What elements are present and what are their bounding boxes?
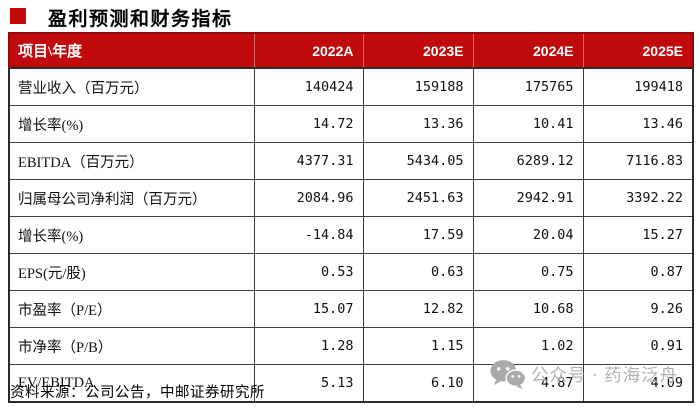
table-row: 市盈率（P/E） 15.07 12.82 10.68 9.26 [8, 290, 694, 328]
cell-value: 2084.96 [253, 179, 364, 217]
cell-value: 0.63 [362, 253, 474, 291]
cell-value: 1.28 [253, 327, 364, 365]
financial-indicators-table: 项目\年度 2022A 2023E 2024E 2025E 营业收入（百万元） 14042… [8, 32, 694, 403]
section-bullet-icon [10, 8, 26, 24]
cell-value: -14.84 [253, 216, 364, 254]
cell-value: 1.15 [362, 327, 474, 365]
cell-value: 13.46 [582, 105, 694, 143]
cell-value: 4377.31 [253, 142, 364, 180]
cell-value: 12.82 [362, 290, 474, 328]
header-year-column: 2023E [362, 32, 473, 68]
table-row: 营业收入（百万元） 140424 159188 175765 199418 [8, 67, 694, 106]
table-row: EPS(元/股) 0.53 0.63 0.75 0.87 [8, 253, 694, 291]
cell-value: 0.87 [582, 253, 694, 291]
watermark: 公众号 · 药海泛舟 [489, 358, 678, 390]
cell-value: 5434.05 [362, 142, 474, 180]
section-title: 盈利预测和财务指标 [10, 4, 233, 31]
row-label: 市净率（P/B） [8, 327, 255, 365]
cell-value: 17.59 [362, 216, 474, 254]
row-label: 营业收入（百万元） [8, 67, 255, 106]
cell-value: 5.13 [253, 364, 364, 403]
header-year-column: 2022A [253, 32, 363, 68]
cell-value: 199418 [582, 67, 694, 106]
wechat-icon [490, 360, 526, 390]
cell-value: 9.26 [582, 290, 694, 328]
cell-value: 15.07 [253, 290, 364, 328]
header-year-column: 2025E [582, 32, 694, 68]
cell-value: 6289.12 [472, 142, 584, 180]
table-row: 增长率(%) 14.72 13.36 10.41 13.46 [8, 105, 694, 143]
cell-value: 0.91 [582, 327, 694, 365]
source-note: 资料来源：公司公告，中邮证券研究所 [10, 385, 265, 401]
cell-value: 13.36 [362, 105, 474, 143]
row-label: EV/EBITDA [8, 364, 255, 403]
cell-value: 0.75 [472, 253, 584, 291]
cell-value: 140424 [253, 67, 364, 106]
cell-value: 159188 [362, 67, 474, 106]
row-label: 归属母公司净利润（百万元） [8, 179, 255, 217]
cell-value: 2942.91 [472, 179, 584, 217]
row-label: EBITDA（百万元） [8, 142, 255, 180]
cell-value: 7116.83 [582, 142, 694, 180]
table-row: 归属母公司净利润（百万元） 2084.96 2451.63 2942.91 3392.2… [8, 179, 694, 217]
table-row: 市净率（P/B） 1.28 1.15 1.02 0.91 [8, 327, 694, 365]
cell-value: 10.41 [472, 105, 584, 143]
cell-value: 3392.22 [582, 179, 694, 217]
cell-value: 15.27 [582, 216, 694, 254]
table-header-row: 项目\年度 2022A 2023E 2024E 2025E [8, 32, 694, 68]
header-item-column: 项目\年度 [8, 32, 254, 68]
cell-value: 175765 [472, 67, 584, 106]
page-title: 盈利预测和财务指标 [48, 9, 233, 30]
cell-value: 0.53 [253, 253, 364, 291]
row-label: 增长率(%) [8, 105, 255, 143]
table-row: EV/EBITDA 5.13 6.10 4.87 4.09 [8, 364, 694, 403]
table-row: 增长率(%) -14.84 17.59 20.04 15.27 [8, 216, 694, 254]
row-label: EPS(元/股) [8, 253, 255, 291]
row-label: 增长率(%) [8, 216, 255, 254]
cell-value: 10.68 [472, 290, 584, 328]
table-row: EBITDA（百万元） 4377.31 5434.05 6289.12 7116.83 [8, 142, 694, 180]
row-label: 市盈率（P/E） [8, 290, 255, 328]
watermark-text: 公众号 · 药海泛舟 [531, 364, 679, 385]
cell-value: 14.72 [253, 105, 364, 143]
cell-value: 1.02 [472, 327, 584, 365]
cell-value: 20.04 [472, 216, 584, 254]
header-year-column: 2024E [472, 32, 583, 68]
cell-value: 4.09 [582, 364, 694, 403]
cell-value: 2451.63 [362, 179, 474, 217]
cell-value: 6.10 [362, 364, 474, 403]
